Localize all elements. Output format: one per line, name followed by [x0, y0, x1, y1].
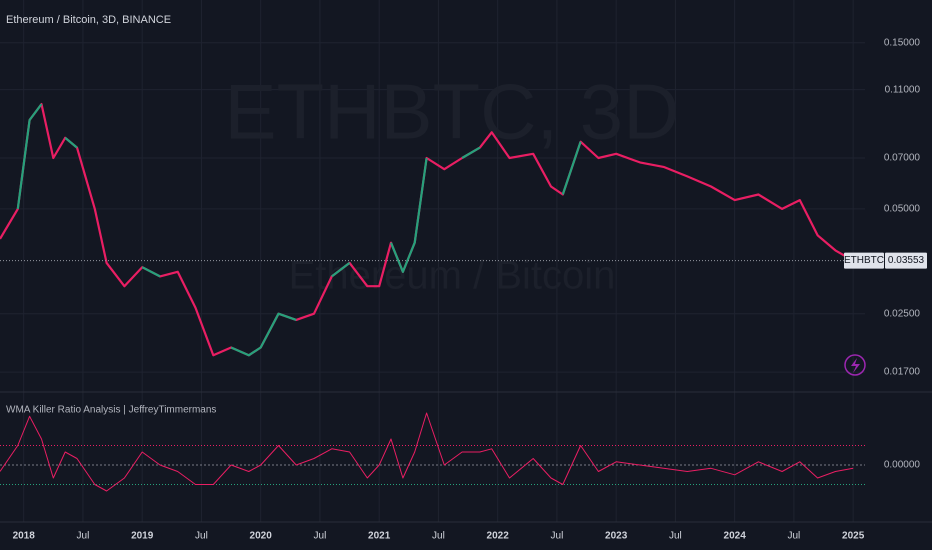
alert-icon[interactable]	[844, 354, 866, 376]
x-tick-label: 2024	[724, 531, 747, 542]
x-tick-label: 2023	[605, 531, 628, 542]
y-tick-label: 0.07000	[884, 153, 921, 164]
series-line	[0, 412, 854, 492]
watermark-subtitle: Ethereum / Bitcoin	[289, 254, 616, 298]
symbol-label: ETHBTC	[844, 255, 884, 266]
last-price-label: 0.03553	[888, 255, 925, 266]
y-tick-label: 0.01700	[884, 367, 921, 378]
watermark: ETHBTC, 3D	[224, 68, 679, 156]
x-tick-label: Jul	[551, 531, 564, 542]
x-tick-label: 2022	[487, 531, 510, 542]
x-tick-label: Jul	[788, 531, 801, 542]
x-tick-label: 2025	[842, 531, 865, 542]
x-tick-label: Jul	[669, 531, 682, 542]
y-tick-label: 0.11000	[885, 84, 921, 95]
x-tick-label: Jul	[77, 531, 90, 542]
indicator-title: WMA Killer Ratio Analysis | JeffreyTimme…	[6, 405, 216, 416]
x-tick-label: 2019	[131, 531, 154, 542]
alert-bolt	[851, 358, 860, 373]
last-price-box	[885, 252, 927, 269]
x-tick-label: 2021	[368, 531, 391, 542]
y-tick-label: 0.00000	[884, 460, 921, 471]
y-tick-label: 0.15000	[884, 37, 921, 48]
x-tick-label: 2020	[250, 531, 273, 542]
chart-title: Ethereum / Bitcoin, 3D, BINANCE	[6, 14, 171, 26]
y-tick-label: 0.02500	[884, 308, 921, 319]
symbol-box	[844, 252, 884, 269]
y-tick-label: 0.05000	[884, 204, 921, 215]
x-tick-label: Jul	[195, 531, 208, 542]
x-tick-label: Jul	[314, 531, 327, 542]
x-tick-label: 2018	[13, 531, 36, 542]
x-tick-label: Jul	[432, 531, 445, 542]
